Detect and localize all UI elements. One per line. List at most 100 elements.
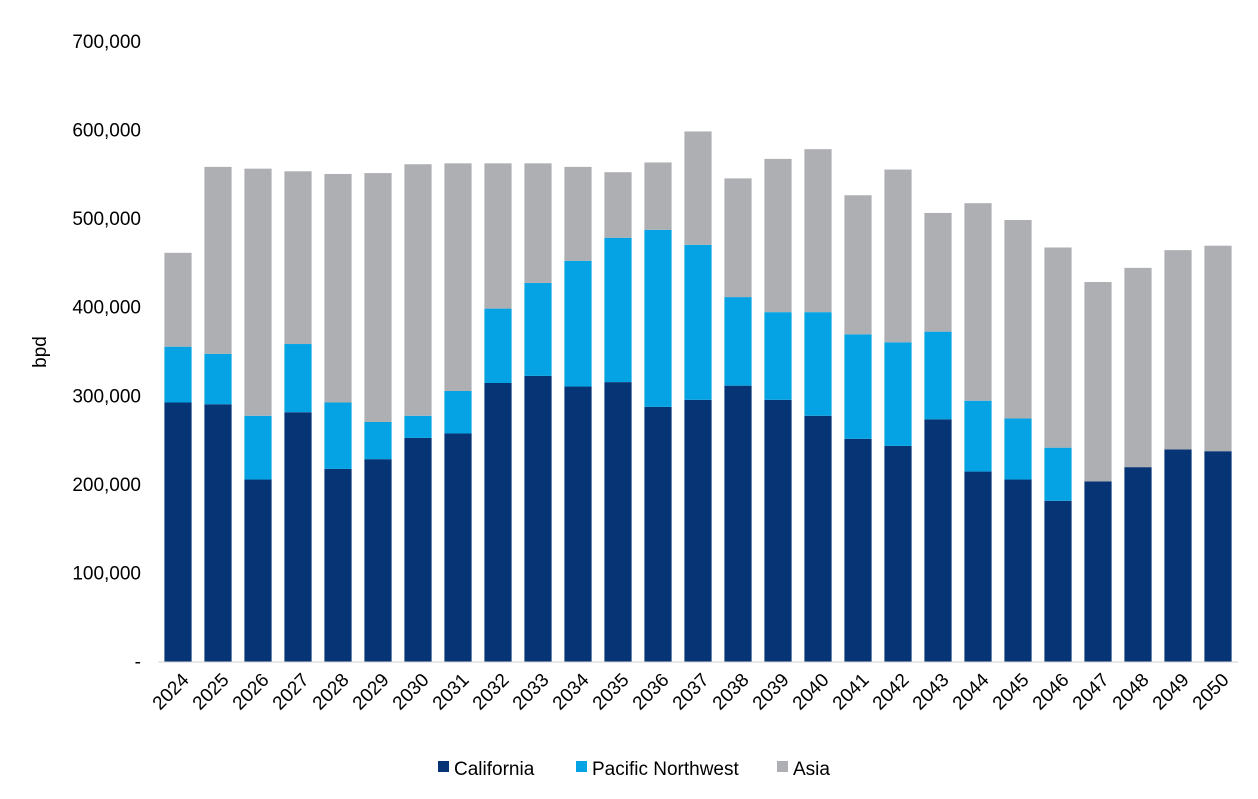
bar-pacific-northwest-2025 xyxy=(204,353,232,405)
bar-asia-2038 xyxy=(724,178,752,298)
x-tick-label: 2044 xyxy=(949,669,994,714)
bar-california-2031 xyxy=(444,433,472,662)
bar-pacific-northwest-2041 xyxy=(844,334,872,439)
legend-swatch-pacific-northwest xyxy=(576,761,587,772)
bar-asia-2025 xyxy=(204,166,232,354)
x-tick-label: 2045 xyxy=(989,670,1034,715)
x-tick-label: 2042 xyxy=(869,670,914,715)
bar-asia-2049 xyxy=(1164,250,1192,450)
x-tick-label: 2031 xyxy=(429,670,474,715)
bar-pacific-northwest-2037 xyxy=(684,244,712,400)
bar-california-2039 xyxy=(764,399,792,662)
x-tick-label: 2038 xyxy=(709,670,754,715)
bar-california-2047 xyxy=(1084,481,1112,662)
x-tick-label: 2043 xyxy=(909,670,954,715)
bar-california-2034 xyxy=(564,386,592,662)
bar-pacific-northwest-2029 xyxy=(364,421,392,460)
x-tick-label: 2050 xyxy=(1189,670,1234,715)
x-tick-label: 2036 xyxy=(629,670,674,715)
y-tick-label: 700,000 xyxy=(72,32,141,53)
bar-california-2029 xyxy=(364,459,392,662)
bar-california-2038 xyxy=(724,385,752,662)
bar-california-2027 xyxy=(284,412,312,662)
x-tick-label: 2049 xyxy=(1149,670,1194,715)
bar-asia-2037 xyxy=(684,131,712,245)
x-tick-label: 2027 xyxy=(269,670,314,715)
bar-asia-2047 xyxy=(1084,282,1112,482)
bar-california-2026 xyxy=(244,479,272,662)
x-tick-label: 2034 xyxy=(549,669,594,714)
legend-swatch-asia xyxy=(777,761,788,772)
bar-pacific-northwest-2028 xyxy=(324,402,352,469)
bar-pacific-northwest-2036 xyxy=(644,229,672,407)
bar-pacific-northwest-2045 xyxy=(1004,418,1032,480)
x-tick-label: 2046 xyxy=(1029,670,1074,715)
x-tick-label: 2041 xyxy=(829,670,874,715)
bar-california-2035 xyxy=(604,382,632,662)
bar-california-2050 xyxy=(1204,451,1232,662)
x-tick-label: 2047 xyxy=(1069,670,1114,715)
bar-asia-2034 xyxy=(564,166,592,261)
bar-asia-2045 xyxy=(1004,220,1032,419)
bar-california-2032 xyxy=(484,383,512,662)
bar-pacific-northwest-2031 xyxy=(444,390,472,434)
bar-california-2033 xyxy=(524,375,552,662)
bar-california-2030 xyxy=(404,437,432,662)
x-tick-label: 2048 xyxy=(1109,670,1154,715)
legend-label-asia: Asia xyxy=(793,759,830,780)
bar-asia-2046 xyxy=(1044,247,1072,448)
bar-asia-2030 xyxy=(404,164,432,416)
bar-asia-2027 xyxy=(284,171,312,345)
bar-pacific-northwest-2042 xyxy=(884,342,912,446)
x-tick-label: 2026 xyxy=(229,670,274,715)
x-tick-label: 2025 xyxy=(189,670,234,715)
bar-pacific-northwest-2040 xyxy=(804,312,832,416)
bar-california-2046 xyxy=(1044,500,1072,662)
x-axis-ticks: 2024202520262027202820292030203120322033… xyxy=(149,669,1234,714)
bar-asia-2040 xyxy=(804,149,832,313)
y-tick-label: 500,000 xyxy=(72,209,141,230)
bar-asia-2039 xyxy=(764,158,792,313)
x-tick-label: 2040 xyxy=(789,670,834,715)
bar-pacific-northwest-2033 xyxy=(524,282,552,376)
x-tick-label: 2037 xyxy=(669,670,714,715)
y-tick-label: 100,000 xyxy=(72,563,141,584)
bar-california-2036 xyxy=(644,406,672,662)
bar-california-2048 xyxy=(1124,467,1152,662)
bar-asia-2033 xyxy=(524,163,552,283)
x-tick-label: 2024 xyxy=(149,669,194,714)
bar-california-2045 xyxy=(1004,479,1032,662)
legend-swatch-california xyxy=(438,761,449,772)
bar-asia-2035 xyxy=(604,172,632,238)
bar-asia-2041 xyxy=(844,195,872,335)
legend: California Pacific Northwest Asia xyxy=(438,759,830,780)
bar-california-2037 xyxy=(684,399,712,662)
bar-asia-2048 xyxy=(1124,267,1152,468)
bar-california-2042 xyxy=(884,445,912,662)
bar-asia-2024 xyxy=(164,252,192,347)
bar-pacific-northwest-2038 xyxy=(724,297,752,386)
bar-california-2041 xyxy=(844,438,872,662)
bar-pacific-northwest-2035 xyxy=(604,237,632,383)
bar-asia-2032 xyxy=(484,163,512,309)
bar-pacific-northwest-2044 xyxy=(964,400,992,472)
bar-pacific-northwest-2027 xyxy=(284,344,312,413)
x-tick-label: 2035 xyxy=(589,670,634,715)
bar-asia-2044 xyxy=(964,203,992,401)
bar-pacific-northwest-2026 xyxy=(244,415,272,480)
y-tick-label: 400,000 xyxy=(72,298,141,319)
bar-pacific-northwest-2034 xyxy=(564,260,592,387)
legend-label-california: California xyxy=(454,759,535,780)
bar-california-2025 xyxy=(204,404,232,662)
legend-label-pacific-northwest: Pacific Northwest xyxy=(592,759,739,780)
bar-pacific-northwest-2039 xyxy=(764,312,792,400)
y-tick-label: 200,000 xyxy=(72,475,141,496)
bar-asia-2031 xyxy=(444,163,472,391)
bar-california-2043 xyxy=(924,419,952,662)
y-tick-label: 600,000 xyxy=(72,121,141,142)
bar-pacific-northwest-2030 xyxy=(404,415,432,438)
x-tick-label: 2033 xyxy=(509,670,554,715)
bar-california-2040 xyxy=(804,415,832,662)
